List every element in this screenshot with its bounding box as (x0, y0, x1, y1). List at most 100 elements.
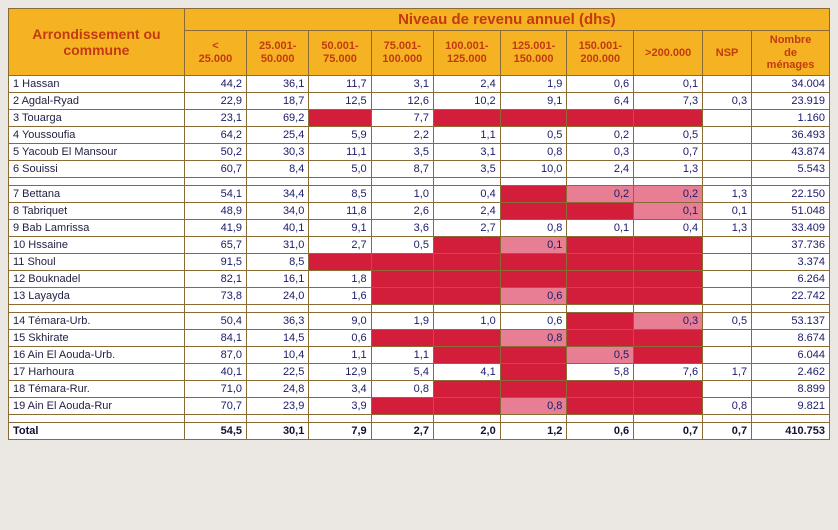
data-cell: 0,6 (309, 329, 371, 346)
row-label: Total (9, 422, 185, 439)
row-label: 4 Youssoufia (9, 126, 185, 143)
data-cell: 0,5 (634, 126, 703, 143)
data-cell (567, 253, 634, 270)
data-cell: 0,1 (500, 236, 567, 253)
data-cell: 0,8 (500, 329, 567, 346)
data-cell (634, 109, 703, 126)
data-cell: 0,6 (500, 312, 567, 329)
data-cell: 82,1 (184, 270, 246, 287)
data-cell: 36,3 (247, 312, 309, 329)
table-row: 5 Yacoub El Mansour50,230,311,13,53,10,8… (9, 143, 830, 160)
data-cell: 0,1 (634, 202, 703, 219)
data-cell: 1,1 (371, 346, 433, 363)
data-cell: 7,3 (634, 92, 703, 109)
data-cell: 0,2 (634, 185, 703, 202)
data-cell (634, 287, 703, 304)
data-cell (703, 346, 752, 363)
column-header: >200.000 (634, 31, 703, 76)
data-cell (500, 109, 567, 126)
data-cell: 0,5 (567, 346, 634, 363)
data-cell: 3,9 (309, 397, 371, 414)
data-cell (634, 270, 703, 287)
data-cell: 0,4 (433, 185, 500, 202)
data-cell (433, 270, 500, 287)
data-cell: 22,5 (247, 363, 309, 380)
row-label: 15 Skhirate (9, 329, 185, 346)
row-label: 11 Shoul (9, 253, 185, 270)
data-cell: 2,4 (433, 75, 500, 92)
data-cell: 40,1 (184, 363, 246, 380)
data-cell: 25,4 (247, 126, 309, 143)
data-cell: 0,5 (703, 312, 752, 329)
data-cell (634, 397, 703, 414)
data-cell (703, 253, 752, 270)
data-cell: 22,9 (184, 92, 246, 109)
data-cell: 23.919 (752, 92, 830, 109)
data-cell: 3,5 (433, 160, 500, 177)
data-cell: 54,5 (184, 422, 246, 439)
data-cell: 0,8 (371, 380, 433, 397)
table-row: 6 Souissi60,78,45,08,73,510,02,41,35.543 (9, 160, 830, 177)
data-cell: 4,1 (433, 363, 500, 380)
data-cell (567, 380, 634, 397)
data-cell: 0,6 (567, 75, 634, 92)
data-cell: 24,8 (247, 380, 309, 397)
data-cell: 36,1 (247, 75, 309, 92)
data-cell: 9,1 (500, 92, 567, 109)
data-cell: 1,9 (371, 312, 433, 329)
row-label: 7 Bettana (9, 185, 185, 202)
data-cell: 23,9 (247, 397, 309, 414)
data-cell: 0,6 (567, 422, 634, 439)
data-cell: 2.462 (752, 363, 830, 380)
data-cell (433, 397, 500, 414)
table-row: 13 Layayda73,824,01,60,622.742 (9, 287, 830, 304)
row-label: 6 Souissi (9, 160, 185, 177)
table-row: 4 Youssoufia64,225,45,92,21,10,50,20,536… (9, 126, 830, 143)
income-by-commune-table: Arrondissement ou communeNiveau de reven… (8, 8, 830, 440)
data-cell: 33.409 (752, 219, 830, 236)
data-cell (703, 287, 752, 304)
data-cell: 91,5 (184, 253, 246, 270)
data-cell: 43.874 (752, 143, 830, 160)
table-row: 19 Ain El Aouda-Rur70,723,93,90,80,89.82… (9, 397, 830, 414)
data-cell (567, 287, 634, 304)
data-cell (371, 270, 433, 287)
column-header: 75.001-100.000 (371, 31, 433, 76)
data-cell: 10,4 (247, 346, 309, 363)
data-cell: 0,1 (634, 75, 703, 92)
data-cell: 8,5 (247, 253, 309, 270)
data-cell: 0,3 (634, 312, 703, 329)
row-label: 14 Témara-Urb. (9, 312, 185, 329)
table-row: 9 Bab Lamrissa41,940,19,13,62,70,80,10,4… (9, 219, 830, 236)
row-label: 8 Tabriquet (9, 202, 185, 219)
data-cell: 1,3 (703, 185, 752, 202)
data-cell (634, 236, 703, 253)
column-header: 125.001-150.000 (500, 31, 567, 76)
data-cell: 12,6 (371, 92, 433, 109)
data-cell: 1,6 (309, 287, 371, 304)
data-cell: 1,1 (309, 346, 371, 363)
data-cell: 5,0 (309, 160, 371, 177)
data-cell: 1.160 (752, 109, 830, 126)
data-cell (309, 109, 371, 126)
data-cell: 30,1 (247, 422, 309, 439)
data-cell: 2,0 (433, 422, 500, 439)
data-cell: 31,0 (247, 236, 309, 253)
table-row: 1 Hassan44,236,111,73,12,41,90,60,134.00… (9, 75, 830, 92)
data-cell: 9,0 (309, 312, 371, 329)
data-cell: 10,0 (500, 160, 567, 177)
row-label: 17 Harhoura (9, 363, 185, 380)
data-cell: 0,6 (500, 287, 567, 304)
data-cell: 36.493 (752, 126, 830, 143)
data-cell: 9,1 (309, 219, 371, 236)
data-cell: 1,8 (309, 270, 371, 287)
data-cell (500, 253, 567, 270)
data-cell (309, 253, 371, 270)
data-cell (500, 202, 567, 219)
data-cell (371, 287, 433, 304)
data-cell: 71,0 (184, 380, 246, 397)
data-cell (433, 253, 500, 270)
row-label: 19 Ain El Aouda-Rur (9, 397, 185, 414)
data-cell: 0,7 (703, 422, 752, 439)
data-cell: 23,1 (184, 109, 246, 126)
